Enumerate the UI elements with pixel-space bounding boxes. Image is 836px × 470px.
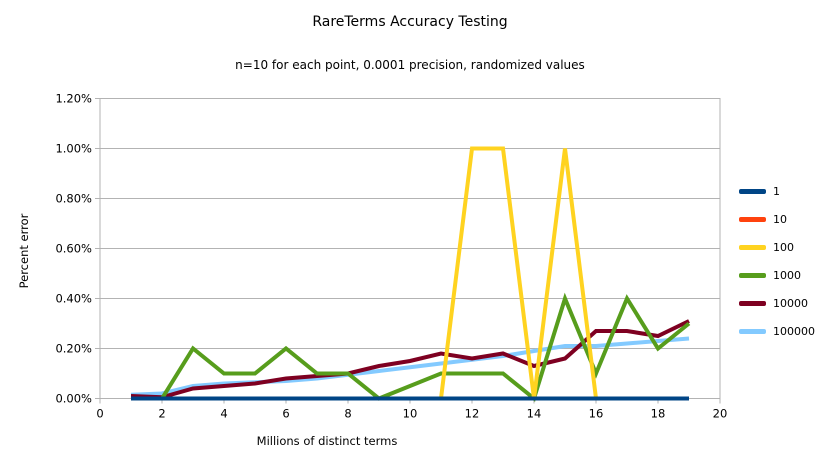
series-line-100000 [130, 336, 690, 397]
x-tick-label: 4 [220, 407, 227, 421]
legend-item: 10000 [739, 293, 815, 313]
y-axis-title: Percent error [17, 213, 31, 288]
x-tick-label: 20 [713, 407, 728, 421]
y-tick-label: 1.20% [55, 92, 92, 106]
chart-subtitle: n=10 for each point, 0.0001 precision, r… [235, 58, 585, 72]
legend-swatch [739, 300, 766, 306]
legend-swatch [739, 272, 766, 278]
legend-swatch [739, 244, 766, 250]
y-tick-label: 0.00% [55, 392, 92, 406]
x-tick-label: 10 [403, 407, 418, 421]
y-tick-label: 1.00% [55, 142, 92, 156]
legend-item-label: 10 [773, 212, 787, 226]
x-tick-label: 14 [527, 407, 542, 421]
x-tick-label: 16 [589, 407, 604, 421]
legend-item-label: 1 [773, 184, 780, 198]
legend-item: 1000 [739, 265, 815, 285]
series-line-1000 [131, 292, 691, 402]
x-tick-label: 18 [651, 407, 666, 421]
legend-item: 100000 [739, 321, 815, 341]
y-tick-label: 0.40% [55, 292, 92, 306]
legend-item-label: 10000 [773, 296, 808, 310]
x-tick-label: 2 [158, 407, 165, 421]
legend-item-label: 1000 [773, 268, 801, 282]
x-tick-label: 12 [465, 407, 480, 421]
legend-item-label: 100000 [773, 324, 815, 338]
legend-item: 1 [739, 181, 815, 201]
legend-item-label: 100 [773, 240, 794, 254]
y-tick-label: 0.60% [55, 242, 92, 256]
x-axis-title: Millions of distinct terms [257, 434, 398, 448]
x-tick-label: 8 [344, 407, 351, 421]
series-line-10000 [130, 319, 690, 400]
x-tick-label: 6 [282, 407, 289, 421]
legend-swatch [739, 216, 766, 222]
y-tick-label: 0.20% [55, 342, 92, 356]
legend-item: 100 [739, 237, 815, 257]
legend-item: 10 [739, 209, 815, 229]
legend-swatch [739, 328, 766, 334]
legend: 1 10 100 1000 10000 100000 [739, 181, 815, 349]
y-tick-label: 0.80% [55, 192, 92, 206]
chart-title: RareTerms Accuracy Testing [312, 14, 508, 30]
x-tick-label: 0 [96, 407, 103, 421]
legend-swatch [739, 188, 766, 194]
